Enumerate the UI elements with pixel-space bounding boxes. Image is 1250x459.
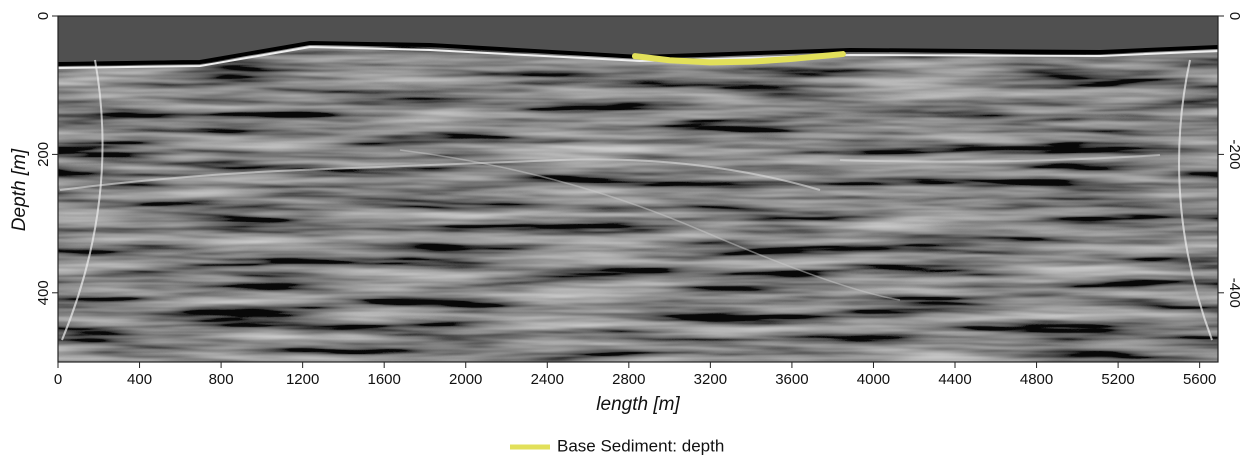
y-axis-title: Depth [m] [9,148,30,231]
x-tick-label: 3600 [775,371,808,388]
x-tick-label: 2000 [449,371,482,388]
x-tick-label: 3200 [694,371,727,388]
x-tick-label: 400 [127,371,152,388]
x-tick-label: 5200 [1101,371,1134,388]
x-tick-label: 0 [54,371,62,388]
y2-tick-label: -400 [1226,278,1243,308]
x-tick-label: 2400 [531,371,564,388]
y-tick-label: 0 [35,12,52,20]
x-tick-label: 4000 [857,371,890,388]
y-tick-label: 200 [35,142,52,167]
x-tick-label: 1600 [367,371,400,388]
chart: length [m] Depth [m] 0400800120016002000… [0,0,1250,459]
y-tick-label: 400 [35,280,52,305]
seismic-image [58,16,1218,362]
x-tick-label: 4400 [938,371,971,388]
x-tick-label: 2800 [612,371,645,388]
x-axis-title: length [m] [596,394,680,415]
legend-label: Base Sediment: depth [557,436,724,455]
y2-tick-label: 0 [1226,12,1243,20]
y2-tick-label: -200 [1226,139,1243,169]
x-tick-label: 1200 [286,371,319,388]
x-tick-label: 5600 [1183,371,1216,388]
x-tick-label: 800 [209,371,234,388]
x-tick-label: 4800 [1020,371,1053,388]
